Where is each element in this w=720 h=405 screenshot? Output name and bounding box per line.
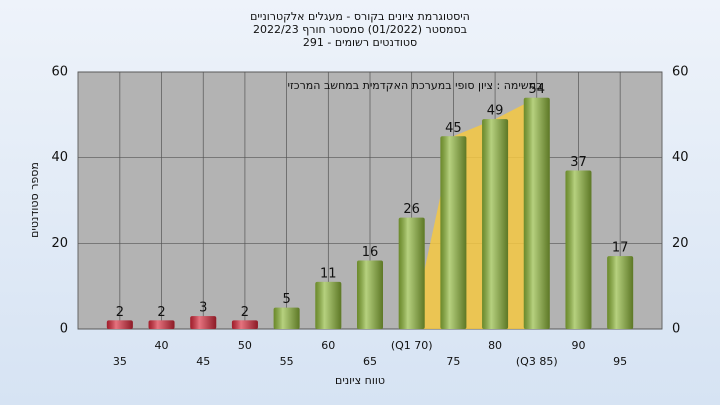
value-label: 49 xyxy=(487,104,504,119)
bar-group xyxy=(106,320,133,329)
x-tick-label: (Q3 85) xyxy=(516,355,558,368)
bar-shade xyxy=(523,97,550,329)
value-label: 37 xyxy=(570,155,587,170)
x-tick-label: 65 xyxy=(363,355,377,368)
y2-tick-label: 20 xyxy=(672,236,689,251)
bar-group xyxy=(273,307,300,329)
value-label: 3 xyxy=(199,301,207,316)
value-label: 17 xyxy=(612,241,629,256)
y2-tick-label: 60 xyxy=(672,65,689,80)
bar-group xyxy=(607,256,634,329)
x-tick-label: 40 xyxy=(155,339,169,352)
bar-shade xyxy=(398,217,425,329)
y-tick-label: 0 xyxy=(60,322,68,337)
value-label: 2 xyxy=(116,305,124,320)
y-tick-label: 40 xyxy=(51,150,68,165)
x-tick-label: 95 xyxy=(613,355,627,368)
value-label: 45 xyxy=(445,121,462,136)
x-tick-label: 75 xyxy=(446,355,460,368)
bar-shade xyxy=(273,307,300,329)
bar-group xyxy=(398,217,425,329)
x-axis-label: טווח ציונים xyxy=(335,374,385,387)
x-tick-label: 80 xyxy=(488,339,502,352)
chart-subtitle: סטודנטים רשומים - 291 xyxy=(303,36,417,49)
bar-group xyxy=(315,281,342,329)
y-tick-label: 60 xyxy=(51,65,68,80)
bar-group xyxy=(440,136,467,329)
bar-shade xyxy=(565,170,592,329)
y2-tick-label: 40 xyxy=(672,150,689,165)
y-axis-label: מספר סטודנטים xyxy=(28,162,41,238)
value-label: 11 xyxy=(320,266,337,281)
chart-subtitle: בסמסטר (01/2022) סמסטר חורף 2022/23 xyxy=(253,23,467,36)
value-label: 2 xyxy=(157,305,165,320)
value-label: 26 xyxy=(403,202,420,217)
bar-shade xyxy=(482,119,509,329)
bar-group xyxy=(482,119,509,329)
bar-shade xyxy=(231,320,258,329)
chart-title: היסטוגרמת ציונים בקורס - מעגלים אלקטרוני… xyxy=(250,10,470,23)
bar-shade xyxy=(190,316,217,329)
bar-group xyxy=(190,316,217,329)
bar-shade xyxy=(315,281,342,329)
bar-group xyxy=(231,320,258,329)
bar-group xyxy=(357,260,383,329)
bar-group xyxy=(565,170,592,329)
y2-tick-label: 0 xyxy=(672,322,680,337)
bar-shade xyxy=(607,256,634,329)
bar-shade xyxy=(357,260,383,329)
value-label: 5 xyxy=(282,292,290,307)
x-tick-label: 50 xyxy=(238,339,252,352)
x-tick-label: (Q1 70) xyxy=(391,339,433,352)
annotation: במשימה : ציון סופי במערכת האקדמית במחשב … xyxy=(288,79,543,92)
bar-group xyxy=(523,97,550,329)
x-tick-label: 45 xyxy=(196,355,210,368)
x-tick-label: 55 xyxy=(280,355,294,368)
x-tick-label: 60 xyxy=(321,339,335,352)
value-label: 16 xyxy=(362,245,379,260)
x-tick-label: 35 xyxy=(113,355,127,368)
bar-shade xyxy=(148,320,175,329)
bar-group xyxy=(148,320,175,329)
y-tick-label: 20 xyxy=(51,236,68,251)
value-label: 54 xyxy=(528,82,545,97)
x-tick-label: 90 xyxy=(571,339,585,352)
bar-shade xyxy=(440,136,467,329)
bar-shade xyxy=(106,320,133,329)
value-label: 2 xyxy=(241,305,249,320)
